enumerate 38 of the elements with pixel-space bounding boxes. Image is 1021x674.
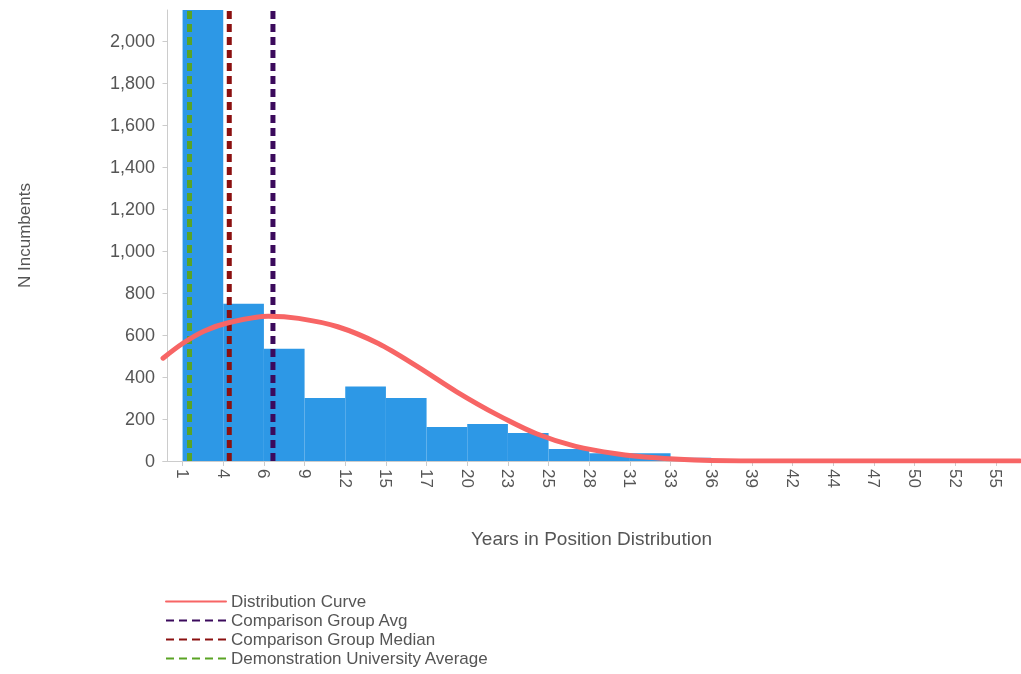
y-tick-label: 0	[144, 451, 155, 471]
y-tick-label: 2,000	[109, 31, 155, 52]
x-tick-label: 47	[864, 469, 884, 488]
x-tick-label: 12	[335, 469, 355, 488]
x-tick-label: 39	[742, 469, 762, 488]
x-tick-label: 28	[579, 469, 599, 488]
y-tick-label: 800	[124, 283, 155, 304]
x-tick-label: 42	[783, 469, 803, 488]
y-tick-label: 1,400	[109, 157, 155, 178]
y-tick-label: 1,800	[109, 73, 155, 94]
x-tick-label: 4	[213, 469, 233, 479]
x-tick-label: 36	[701, 469, 721, 488]
y-tick-label: 1,600	[109, 115, 155, 136]
y-tick-label: 600	[124, 325, 155, 346]
x-tick-label: 6	[254, 469, 274, 479]
legend-label: Comparison Group Median	[231, 630, 436, 649]
x-tick-label: 52	[945, 469, 965, 488]
x-tick-label: 20	[457, 469, 477, 488]
x-tick-label: 25	[539, 469, 559, 488]
x-tick-label: 1	[173, 469, 193, 479]
x-tick-label: 15	[376, 469, 396, 488]
x-tick-label: 50	[905, 469, 925, 488]
y-tick-label: 1,200	[109, 199, 155, 220]
legend-label: Comparison Group Avg	[231, 611, 408, 630]
x-tick-label: 44	[823, 469, 843, 488]
x-axis-title: Years in Position Distribution	[470, 528, 713, 549]
x-tick-label: 17	[417, 469, 437, 488]
x-tick-label: 33	[661, 469, 681, 488]
x-tick-label: 23	[498, 469, 518, 488]
y-axis-title: N Incumbents	[15, 183, 34, 288]
y-tick-label: 200	[124, 409, 155, 430]
legend-label: Distribution Curve	[231, 592, 367, 611]
y-tick-label: 1,000	[109, 241, 155, 262]
x-tick-label: 9	[295, 469, 315, 479]
y-tick-label: 400	[124, 367, 155, 388]
legend-label: Demonstration University Average	[231, 649, 488, 668]
x-tick-label: 55	[986, 469, 1006, 488]
x-tick-label: 31	[620, 469, 640, 488]
